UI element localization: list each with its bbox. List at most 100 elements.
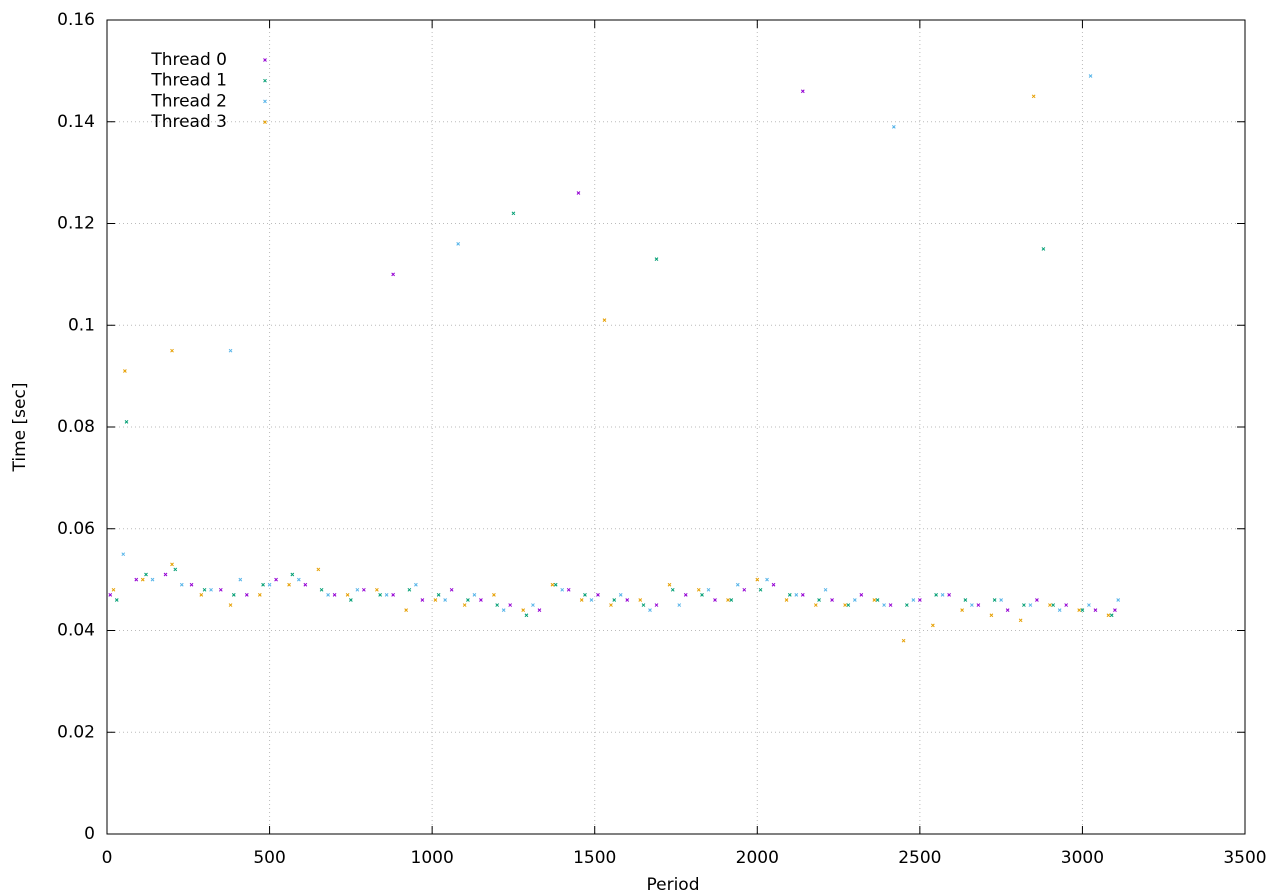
x-axis-label: Period <box>646 875 699 895</box>
point <box>596 593 600 597</box>
point <box>257 593 262 597</box>
point <box>531 603 535 607</box>
point <box>817 598 821 602</box>
point <box>189 582 194 587</box>
point <box>332 593 337 597</box>
point <box>114 598 119 602</box>
point <box>123 369 127 373</box>
point <box>244 593 249 597</box>
point <box>404 608 408 613</box>
point <box>609 603 613 607</box>
point <box>553 582 558 587</box>
point <box>1018 618 1023 623</box>
point <box>830 598 834 602</box>
y-tick-label: 0.12 <box>57 214 95 234</box>
point <box>638 598 643 602</box>
point <box>524 613 529 618</box>
point <box>179 582 184 587</box>
point <box>794 593 799 597</box>
point <box>362 587 366 592</box>
point <box>875 598 880 602</box>
y-tick-label: 0.04 <box>57 621 95 641</box>
point <box>742 587 747 592</box>
point <box>700 593 704 597</box>
point <box>170 348 174 353</box>
point <box>813 603 818 607</box>
point <box>1106 613 1111 618</box>
point <box>433 598 438 602</box>
point <box>1031 94 1036 99</box>
point <box>602 318 607 323</box>
x-tick-label: 3500 <box>1223 848 1266 868</box>
point <box>144 572 148 577</box>
legend-marker <box>263 78 267 83</box>
point <box>583 593 587 597</box>
point <box>420 598 425 602</box>
point <box>729 598 734 602</box>
point <box>456 241 461 246</box>
point <box>579 598 584 602</box>
point <box>960 608 964 613</box>
plot-border <box>106 19 1246 835</box>
point <box>800 89 805 94</box>
point <box>355 587 360 592</box>
point <box>345 593 350 597</box>
point <box>261 582 265 587</box>
point <box>1109 613 1114 618</box>
point <box>163 572 168 577</box>
point <box>209 587 213 592</box>
point <box>976 603 981 607</box>
point <box>1116 598 1121 602</box>
point <box>1005 608 1010 613</box>
point <box>414 582 418 587</box>
y-tick-label: 0.16 <box>57 10 95 30</box>
legend-marker <box>263 120 267 124</box>
point <box>303 582 308 587</box>
point <box>670 587 675 592</box>
point <box>274 577 278 582</box>
point <box>566 587 571 592</box>
point <box>111 587 116 592</box>
point <box>823 587 828 592</box>
point <box>134 577 139 582</box>
y-tick-label: 0.08 <box>57 417 95 437</box>
point <box>511 211 516 216</box>
point <box>349 598 353 602</box>
point <box>859 593 864 597</box>
point <box>654 257 659 261</box>
point <box>267 582 272 587</box>
point <box>843 603 847 607</box>
point <box>173 567 178 572</box>
point <box>121 552 126 557</box>
point <box>449 587 454 592</box>
point <box>911 598 916 602</box>
point <box>677 603 682 607</box>
y-tick-label: 0.06 <box>57 519 95 539</box>
point <box>618 593 623 597</box>
point <box>290 572 295 577</box>
point <box>999 598 1003 602</box>
point <box>378 593 382 597</box>
point <box>537 608 542 613</box>
point <box>918 598 922 602</box>
point <box>683 593 688 597</box>
point <box>931 623 935 628</box>
point <box>326 593 330 597</box>
point <box>641 603 646 607</box>
x-tick-label: 2000 <box>736 848 779 868</box>
point <box>891 124 896 129</box>
x-tick-label: 1500 <box>573 848 616 868</box>
point <box>800 593 805 597</box>
x-tick-label: 500 <box>253 848 285 868</box>
point <box>612 598 617 602</box>
point <box>228 603 233 607</box>
point <box>521 608 526 613</box>
point <box>1113 608 1117 613</box>
point <box>199 593 204 597</box>
legend-label: Thread 0 <box>150 50 227 70</box>
point <box>771 582 776 587</box>
x-tick-label: 0 <box>102 848 113 868</box>
point <box>1088 74 1093 78</box>
point <box>472 593 477 597</box>
point <box>170 562 174 567</box>
